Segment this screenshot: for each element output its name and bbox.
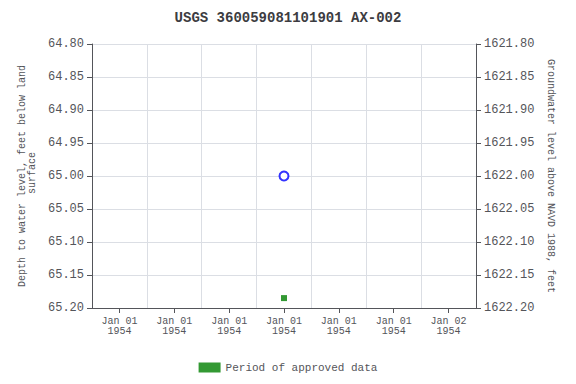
svg-text:1622.00: 1622.00 bbox=[484, 169, 534, 183]
svg-text:1954: 1954 bbox=[272, 326, 296, 337]
svg-text:64.95: 64.95 bbox=[48, 136, 84, 150]
svg-text:64.85: 64.85 bbox=[48, 70, 84, 84]
svg-text:1621.95: 1621.95 bbox=[484, 136, 534, 150]
svg-text:Jan 02: Jan 02 bbox=[430, 315, 467, 327]
svg-text:1954: 1954 bbox=[217, 326, 241, 337]
svg-text:Jan 01: Jan 01 bbox=[101, 315, 138, 327]
svg-text:Period of approved data: Period of approved data bbox=[226, 362, 378, 374]
svg-text:1954: 1954 bbox=[107, 326, 131, 337]
svg-text:Groundwater level above NAVD 1: Groundwater level above NAVD 1988, feet bbox=[545, 59, 556, 293]
svg-text:65.10: 65.10 bbox=[48, 235, 84, 249]
svg-text:64.80: 64.80 bbox=[48, 37, 84, 51]
svg-text:64.90: 64.90 bbox=[48, 103, 84, 117]
svg-text:Jan 01: Jan 01 bbox=[375, 315, 412, 327]
svg-text:Jan 01: Jan 01 bbox=[156, 315, 193, 327]
svg-text:65.00: 65.00 bbox=[48, 169, 84, 183]
svg-text:Jan 01: Jan 01 bbox=[211, 315, 248, 327]
svg-text:USGS 360059081101901 AX-002: USGS 360059081101901 AX-002 bbox=[175, 10, 402, 26]
svg-text:1622.10: 1622.10 bbox=[484, 235, 534, 249]
svg-text:Jan 01: Jan 01 bbox=[320, 315, 357, 327]
svg-text:65.05: 65.05 bbox=[48, 202, 84, 216]
svg-text:1622.05: 1622.05 bbox=[484, 202, 534, 216]
svg-text:1621.80: 1621.80 bbox=[484, 37, 534, 51]
svg-text:65.20: 65.20 bbox=[48, 301, 84, 315]
svg-text:1622.15: 1622.15 bbox=[484, 268, 534, 282]
svg-text:65.15: 65.15 bbox=[48, 268, 84, 282]
svg-text:1954: 1954 bbox=[327, 326, 351, 337]
svg-text:1621.90: 1621.90 bbox=[484, 103, 534, 117]
svg-text:1954: 1954 bbox=[162, 326, 186, 337]
svg-text:1954: 1954 bbox=[382, 326, 406, 337]
svg-text:Depth to water level, feet bel: Depth to water level, feet below land bbox=[16, 65, 28, 287]
svg-text:1954: 1954 bbox=[437, 326, 461, 337]
svg-text:Jan 01: Jan 01 bbox=[266, 315, 302, 327]
svg-text:1622.20: 1622.20 bbox=[484, 301, 534, 315]
svg-text:1621.85: 1621.85 bbox=[484, 70, 534, 84]
svg-text:surface: surface bbox=[27, 152, 38, 200]
